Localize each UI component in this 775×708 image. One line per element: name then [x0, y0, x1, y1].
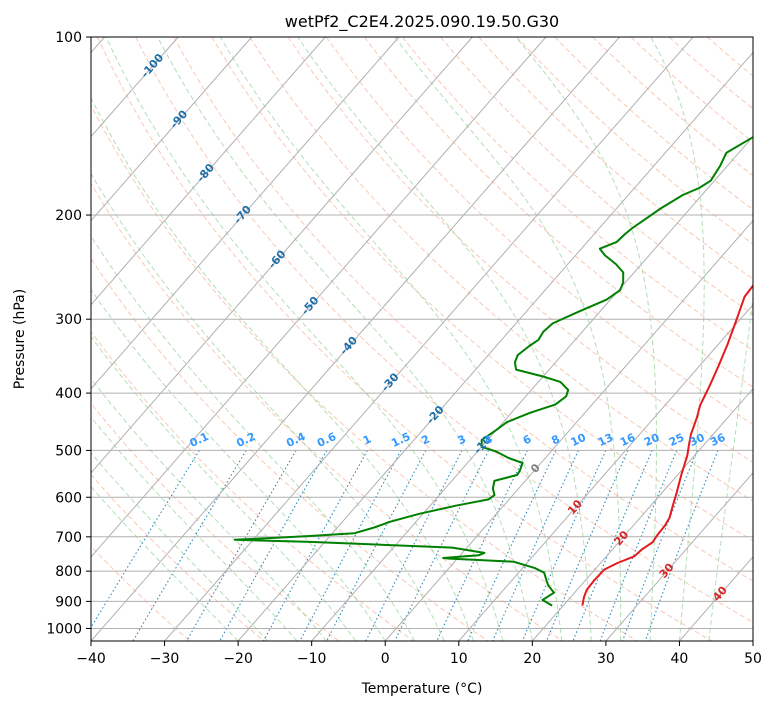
y-tick-label: 700 — [55, 530, 82, 546]
mixing-ratio-line — [436, 450, 528, 641]
background-lines — [91, 37, 753, 641]
y-tick-label: 400 — [55, 386, 82, 402]
dry-adiabat — [91, 474, 265, 641]
x-axis: −40 −30 −20 −10 0 10 20 30 40 50 — [76, 641, 762, 667]
dry-adiabat — [91, 402, 340, 641]
isotherm-line — [91, 37, 473, 474]
mixing-ratio-line — [622, 450, 698, 641]
mixing-ratio-line — [326, 450, 427, 641]
dry-adiabat — [630, 37, 753, 143]
dry-adiabat — [97, 37, 713, 641]
moist-adiabat — [91, 485, 239, 641]
y-axis: 100 200 300 400 500 600 700 800 900 1000 — [46, 30, 91, 637]
mixing-ratio-label: 20 — [642, 431, 662, 449]
mixing-ratio-line — [599, 450, 678, 641]
x-tick-label: −40 — [76, 651, 106, 667]
dry-adiabat — [554, 37, 753, 211]
moist-adiabat — [91, 96, 474, 641]
mixing-ratio-line — [219, 450, 328, 641]
x-tick-label: 20 — [523, 651, 541, 667]
mixing-ratio-line — [91, 450, 200, 629]
isotherm-line — [91, 37, 547, 558]
y-tick-label: 900 — [55, 594, 82, 610]
mixing-ratio-line — [263, 450, 368, 641]
moist-adiabat — [91, 452, 268, 641]
dry-adiabat — [440, 37, 753, 315]
chart-title: wetPf2_C2E4.2025.090.19.50.G30 — [285, 12, 559, 32]
dry-adiabat — [91, 104, 638, 641]
moist-adiabat — [515, 37, 657, 641]
x-tick-label: −30 — [150, 651, 180, 667]
dewpoint-line — [233, 136, 753, 607]
mixing-ratio-line — [467, 450, 557, 641]
y-tick-label: 500 — [55, 443, 82, 459]
x-tick-label: −20 — [223, 651, 253, 667]
mixing-ratio-line — [186, 450, 297, 641]
mixing-ratio-label: 25 — [667, 431, 686, 449]
mixing-ratio-line — [572, 450, 653, 641]
moist-adiabat — [708, 293, 753, 641]
x-tick-label: 0 — [381, 651, 390, 667]
dry-adiabat — [516, 37, 753, 245]
moist-adiabat — [650, 37, 705, 641]
series-layer — [233, 136, 753, 607]
y-tick-label: 200 — [55, 208, 82, 224]
dry-adiabat — [325, 37, 753, 425]
moist-adiabat — [297, 37, 592, 641]
y-tick-label: 800 — [55, 564, 82, 580]
moist-adiabat — [91, 235, 416, 641]
isotherm-line — [91, 37, 400, 390]
y-tick-label: 300 — [55, 312, 82, 328]
isotherm-line — [531, 388, 753, 641]
x-tick-label: −10 — [297, 651, 327, 667]
moist-adiabat — [91, 377, 327, 641]
mixing-ratio-label: 16 — [618, 431, 638, 449]
isotherm-line — [384, 219, 753, 641]
mixing-ratio-label: 30 — [687, 431, 707, 449]
mixing-ratio-line — [365, 450, 463, 641]
x-tick-label: 30 — [597, 651, 615, 667]
y-tick-label: 600 — [55, 490, 82, 506]
isotherm-line — [237, 51, 753, 641]
y-tick-label: 100 — [55, 30, 82, 46]
dry-adiabat — [478, 37, 753, 280]
moist-adiabat — [91, 288, 386, 641]
isotherm-line — [458, 304, 753, 641]
mixing-ratio-line — [299, 450, 402, 641]
moist-adiabat — [219, 37, 563, 641]
dry-adiabat — [91, 257, 489, 641]
mixing-ratio-label: 10 — [569, 431, 589, 449]
dry-adiabat — [363, 37, 753, 388]
moist-adiabat — [105, 37, 504, 641]
moist-adiabat — [91, 172, 445, 641]
moist-adiabat — [91, 416, 298, 641]
isotherm-line — [91, 37, 253, 222]
dry-adiabat — [91, 182, 563, 641]
x-tick-label: 40 — [671, 651, 689, 667]
isotherm-line — [91, 37, 326, 306]
moist-adiabat — [157, 37, 533, 641]
mixing-ratio-label: 13 — [596, 431, 615, 449]
temperature-line — [581, 284, 753, 606]
x-tick-label: 10 — [450, 651, 468, 667]
moist-adiabat — [394, 37, 622, 641]
dry-adiabat — [402, 37, 753, 352]
plot-frame — [90, 36, 754, 642]
y-axis-label: Pressure (hPa) — [12, 289, 28, 389]
y-tick-label: 1000 — [46, 621, 82, 637]
isotherm-line — [605, 472, 753, 641]
mixing-ratio-label: 36 — [708, 431, 728, 449]
x-tick-label: 50 — [744, 651, 762, 667]
x-axis-label: Temperature (°C) — [361, 681, 483, 697]
dry-adiabat — [249, 37, 753, 502]
isotherm-line — [91, 37, 620, 641]
mixing-ratio-line — [394, 450, 490, 641]
